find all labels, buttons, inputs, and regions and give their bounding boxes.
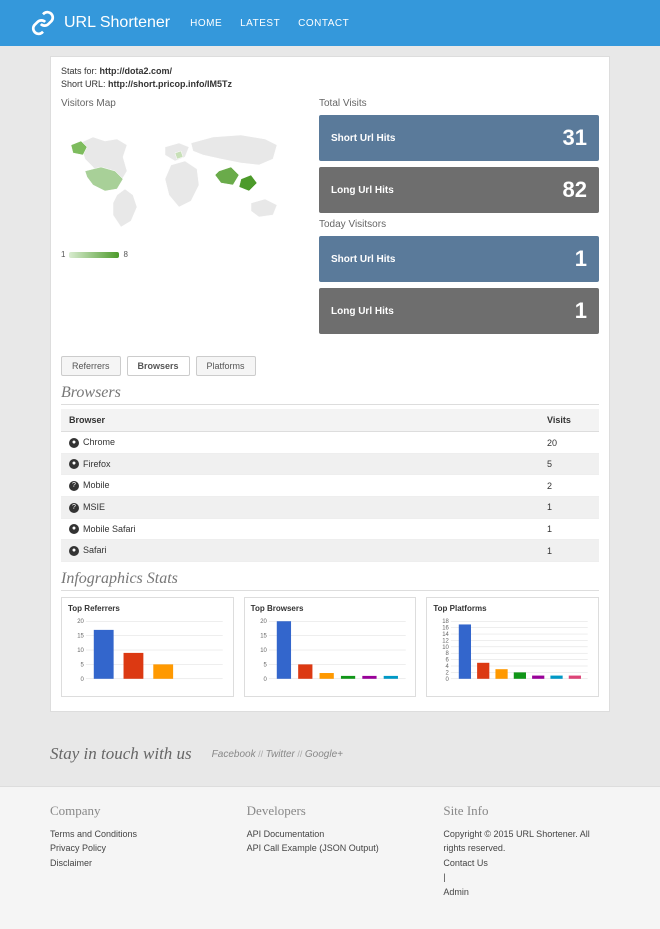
svg-text:0: 0 — [263, 677, 267, 683]
svg-text:6: 6 — [446, 658, 450, 664]
th-browser: Browser — [61, 409, 539, 432]
browser-icon: ● — [69, 524, 79, 534]
svg-text:5: 5 — [81, 662, 85, 668]
svg-text:15: 15 — [77, 634, 84, 640]
legend-min: 1 — [61, 250, 65, 259]
chart-title: Top Browsers — [251, 604, 410, 613]
svg-text:2: 2 — [446, 670, 449, 676]
chart-1: Top Browsers 0 5 10 15 20 — [244, 597, 417, 697]
chain-icon — [30, 10, 56, 36]
social-twitter[interactable]: Twitter — [266, 749, 295, 760]
today-visitors-title: Today Visitsors — [319, 219, 599, 230]
tab-platforms[interactable]: Platforms — [196, 356, 256, 376]
table-row: ●Firefox5 — [61, 453, 599, 475]
svg-text:4: 4 — [446, 664, 450, 670]
svg-text:18: 18 — [443, 619, 450, 625]
stats-for-url[interactable]: http://dota2.com/ — [100, 66, 173, 76]
browser-icon: ? — [69, 481, 79, 491]
svg-text:12: 12 — [443, 638, 450, 644]
nav-contact[interactable]: CONTACT — [298, 18, 349, 29]
chart-title: Top Platforms — [433, 604, 592, 613]
svg-text:0: 0 — [81, 677, 85, 683]
tab-referrers[interactable]: Referrers — [61, 356, 121, 376]
today-stat-0: Short Url Hits1 — [319, 236, 599, 282]
svg-text:15: 15 — [260, 634, 267, 640]
svg-text:10: 10 — [443, 645, 450, 651]
chart-2: Top Platforms 024681012141618 — [426, 597, 599, 697]
svg-text:0: 0 — [446, 677, 450, 683]
stats-header: Stats for: http://dota2.com/ Short URL: … — [61, 65, 599, 90]
infographics-heading: Infographics Stats — [61, 570, 599, 591]
chart-0: Top Referrers 0 5 10 15 20 — [61, 597, 234, 697]
stats-for-label: Stats for: — [61, 66, 97, 76]
browser-table: Browser Visits ●Chrome20●Firefox5?Mobile… — [61, 409, 599, 562]
browser-icon: ? — [69, 503, 79, 513]
browser-icon: ● — [69, 459, 79, 469]
social-facebook[interactable]: Facebook — [212, 749, 256, 760]
svg-text:20: 20 — [260, 619, 267, 625]
footer-developers-title: Developers — [247, 803, 414, 819]
visitors-map-title: Visitors Map — [61, 98, 309, 109]
table-row: ●Mobile Safari1 — [61, 518, 599, 540]
svg-text:8: 8 — [446, 651, 450, 657]
footer-link[interactable]: API Call Example (JSON Output) — [247, 841, 414, 855]
admin-link[interactable]: Admin — [443, 887, 469, 897]
brand-title: URL Shortener — [64, 14, 170, 32]
svg-text:10: 10 — [77, 648, 84, 654]
total-stat-1: Long Url Hits82 — [319, 167, 599, 213]
footer: Company Terms and ConditionsPrivacy Poli… — [0, 786, 660, 929]
legend-gradient — [69, 252, 119, 258]
footer-link[interactable]: API Documentation — [247, 827, 414, 841]
browsers-heading: Browsers — [61, 384, 599, 405]
copyright: Copyright © 2015 URL Shortener. All righ… — [443, 827, 610, 856]
social-google+[interactable]: Google+ — [305, 749, 343, 760]
svg-text:5: 5 — [263, 662, 267, 668]
footer-link[interactable]: Disclaimer — [50, 856, 217, 870]
table-row: ●Chrome20 — [61, 432, 599, 454]
svg-text:20: 20 — [77, 619, 84, 625]
svg-text:10: 10 — [260, 648, 267, 654]
header: URL Shortener HOME LATEST CONTACT — [0, 0, 660, 46]
table-row: ?Mobile2 — [61, 475, 599, 497]
contact-us-link[interactable]: Contact Us — [443, 858, 488, 868]
footer-siteinfo-title: Site Info — [443, 803, 610, 819]
tabs: Referrers Browsers Platforms — [61, 356, 599, 376]
footer-developers: Developers API DocumentationAPI Call Exa… — [247, 803, 414, 899]
table-row: ●Safari1 — [61, 540, 599, 562]
short-url-label: Short URL: — [61, 79, 106, 89]
th-visits: Visits — [539, 409, 599, 432]
short-url-link[interactable]: http://short.pricop.info/IM5Tz — [108, 79, 232, 89]
total-visits-title: Total Visits — [319, 98, 599, 109]
footer-link[interactable]: Terms and Conditions — [50, 827, 217, 841]
nav-home[interactable]: HOME — [190, 18, 222, 29]
footer-siteinfo: Site Info Copyright © 2015 URL Shortener… — [443, 803, 610, 899]
footer-company-title: Company — [50, 803, 217, 819]
total-stat-0: Short Url Hits31 — [319, 115, 599, 161]
today-stat-1: Long Url Hits1 — [319, 288, 599, 334]
world-map: 1 8 — [61, 115, 309, 265]
stats-panel: Stats for: http://dota2.com/ Short URL: … — [50, 56, 610, 712]
chart-title: Top Referrers — [68, 604, 227, 613]
svg-text:14: 14 — [443, 632, 450, 638]
footer-link[interactable]: Privacy Policy — [50, 841, 217, 855]
svg-text:16: 16 — [443, 626, 450, 632]
tab-browsers[interactable]: Browsers — [127, 356, 190, 376]
footer-company: Company Terms and ConditionsPrivacy Poli… — [50, 803, 217, 899]
browser-icon: ● — [69, 546, 79, 556]
nav-latest[interactable]: LATEST — [240, 18, 280, 29]
table-row: ?MSIE1 — [61, 497, 599, 519]
browser-icon: ● — [69, 438, 79, 448]
legend-max: 8 — [123, 250, 127, 259]
